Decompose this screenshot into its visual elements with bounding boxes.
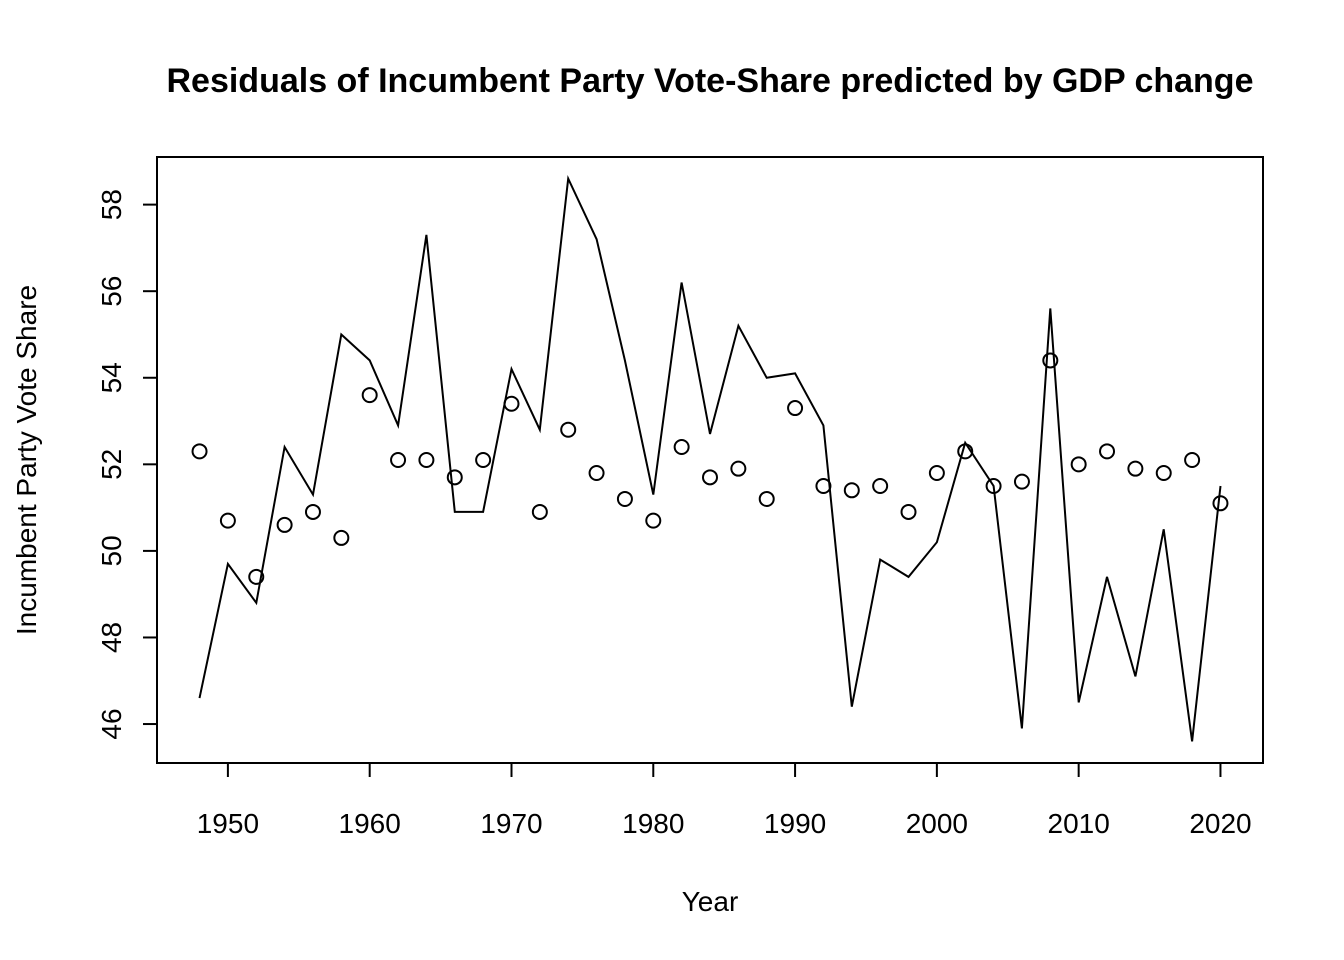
data-point [758, 490, 775, 507]
data-point [418, 452, 435, 468]
data-point [673, 439, 690, 456]
y-tick-label: 52 [96, 449, 127, 480]
data-point [333, 529, 350, 546]
y-axis: 46 48 50 52 54 56 58 [96, 189, 158, 740]
y-tick-label: 48 [96, 622, 127, 653]
x-tick-label: 1980 [622, 808, 684, 839]
x-tick-label: 1990 [764, 808, 826, 839]
data-point [645, 512, 662, 529]
x-tick-label: 2020 [1189, 808, 1251, 839]
data-point [304, 503, 321, 520]
data-point [1155, 464, 1172, 481]
plot-frame [156, 156, 1264, 764]
data-point [1042, 352, 1059, 369]
data-point [248, 568, 265, 585]
data-point [730, 460, 747, 477]
data-point [560, 421, 577, 438]
y-tick-label: 54 [96, 362, 127, 393]
series-line [198, 174, 1222, 742]
data-point [219, 512, 236, 529]
data-point [1212, 495, 1229, 512]
x-tick-label: 1950 [197, 808, 259, 839]
data-point [900, 503, 917, 520]
x-axis: 1950 1960 1970 1980 1990 2000 2010 2020 [197, 762, 1252, 839]
data-point [531, 503, 548, 520]
data-point [872, 477, 889, 494]
x-tick-label: 1960 [339, 808, 401, 839]
y-tick-label: 56 [96, 276, 127, 307]
data-point [361, 387, 378, 404]
data-point [843, 482, 860, 499]
data-point [390, 452, 407, 468]
data-point [985, 477, 1002, 494]
data-point [1070, 456, 1087, 473]
data-point [815, 477, 832, 494]
data-point [702, 469, 718, 486]
y-tick-label: 46 [96, 708, 127, 739]
data-point [928, 464, 945, 481]
chart-title: Residuals of Incumbent Party Vote-Share … [166, 62, 1253, 100]
x-tick-label: 2010 [1048, 808, 1110, 839]
y-tick-label: 50 [96, 535, 127, 566]
data-point [616, 490, 633, 507]
data-point [1127, 460, 1144, 477]
data-point [276, 516, 293, 533]
data-point [446, 469, 463, 486]
data-point [1184, 452, 1201, 468]
x-tick-label: 2000 [906, 808, 968, 839]
y-axis-label: Incumbent Party Vote Share [11, 285, 42, 635]
data-point [957, 443, 974, 460]
data-point [503, 395, 520, 412]
data-point [191, 443, 208, 460]
y-tick-label: 58 [96, 189, 127, 220]
data-point [1013, 473, 1030, 490]
data-point [588, 464, 605, 481]
data-point [1099, 443, 1116, 460]
x-axis-label: Year [682, 886, 739, 917]
plot-area [191, 174, 1229, 742]
x-tick-label: 1970 [480, 808, 542, 839]
data-point [475, 452, 492, 468]
data-point [787, 400, 804, 417]
